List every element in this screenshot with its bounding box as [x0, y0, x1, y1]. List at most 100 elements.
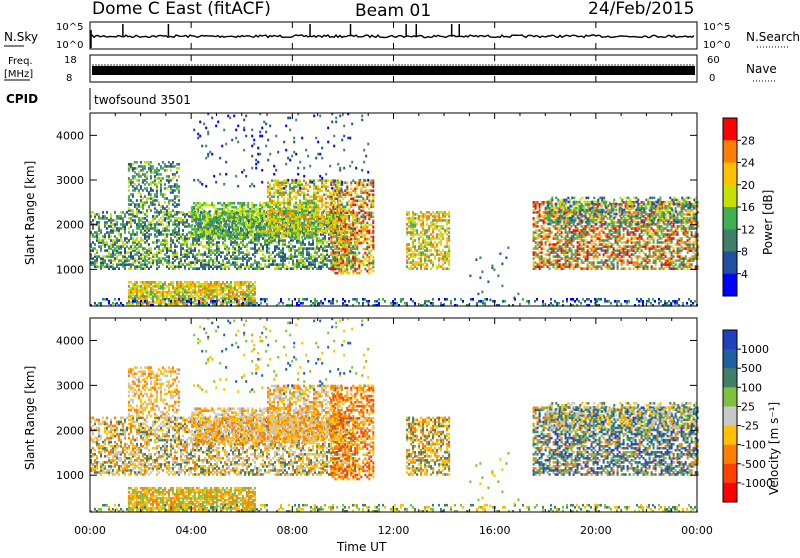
power-cell	[296, 249, 298, 252]
power-cell	[156, 235, 158, 238]
power-cell	[304, 243, 306, 246]
power-cell	[234, 255, 236, 258]
power-cell	[148, 281, 150, 284]
power-cell	[300, 257, 302, 260]
power-cell	[269, 206, 271, 209]
power-cell	[192, 261, 194, 264]
power-cell	[205, 218, 207, 221]
power-cell	[252, 247, 254, 250]
power-cell	[164, 287, 166, 290]
power-cell	[279, 181, 281, 184]
power-cell	[354, 236, 356, 239]
power-cell	[356, 238, 358, 241]
power-cell	[340, 212, 342, 215]
power-cell	[250, 263, 252, 266]
power-cell	[198, 295, 200, 298]
power-cell	[231, 210, 233, 213]
power-cell	[309, 224, 311, 227]
power-cell	[184, 221, 186, 224]
power-cell	[218, 245, 220, 248]
power-cell	[176, 281, 178, 284]
power-cell	[136, 237, 138, 240]
power-cell	[120, 211, 122, 214]
power-cell	[372, 193, 374, 196]
power-cell	[251, 218, 253, 221]
power-cell	[275, 216, 277, 219]
power-cell	[202, 295, 204, 298]
power-cell	[142, 247, 144, 250]
power-cell	[188, 251, 190, 254]
power-cell	[172, 185, 174, 188]
power-cell	[350, 187, 352, 190]
power-cell	[250, 295, 252, 298]
power-cell	[195, 232, 197, 235]
power-cell	[338, 204, 340, 207]
power-cell	[186, 297, 188, 300]
power-cell	[220, 297, 222, 300]
power-cell	[299, 204, 301, 207]
power-cell	[372, 212, 374, 215]
power-cell	[92, 233, 94, 236]
power-cell	[200, 259, 202, 262]
power-cell	[358, 238, 360, 241]
power-cell	[290, 247, 292, 250]
power-cell	[122, 217, 124, 220]
power-cell	[132, 163, 134, 166]
power-cell	[265, 234, 267, 237]
power-cell	[294, 263, 296, 266]
power-cell	[182, 243, 184, 246]
power-cell	[152, 189, 154, 192]
power-cell	[160, 231, 162, 234]
power-cell	[286, 265, 288, 268]
power-cell	[311, 222, 313, 225]
power-cell	[302, 259, 304, 262]
power-cell	[257, 226, 259, 229]
power-cell	[240, 251, 242, 254]
power-cell	[195, 212, 197, 215]
power-cell	[199, 222, 201, 225]
power-cell	[233, 210, 235, 213]
power-cell	[136, 167, 138, 170]
power-cell	[229, 202, 231, 205]
freq-label: Freq.	[8, 56, 33, 67]
power-cell	[334, 220, 336, 223]
power-cell	[366, 260, 368, 263]
power-cell	[232, 241, 234, 244]
power-cell	[142, 257, 144, 260]
power-cell	[122, 261, 124, 264]
power-cell	[230, 255, 232, 258]
power-cell	[238, 295, 240, 298]
power-cell	[106, 249, 108, 252]
power-cell	[124, 237, 126, 240]
power-cell	[287, 202, 289, 205]
power-cell	[317, 200, 319, 203]
power-cell	[330, 179, 332, 182]
power-cell	[255, 208, 257, 211]
power-cell	[146, 171, 148, 174]
power-cell	[191, 206, 193, 209]
power-cell	[334, 206, 336, 209]
power-cell	[360, 260, 362, 263]
power-cell	[138, 301, 140, 304]
power-cell	[301, 191, 303, 194]
power-cell	[350, 266, 352, 269]
power-cell	[150, 161, 152, 164]
power-cell	[267, 232, 269, 235]
power-cell	[350, 214, 352, 217]
power-cell	[311, 195, 313, 198]
power-cell	[358, 195, 360, 198]
power-cell	[372, 216, 374, 219]
cpid-label: CPID	[6, 92, 38, 106]
power-cell	[148, 301, 150, 304]
power-cell	[290, 243, 292, 246]
power-cell	[227, 224, 229, 227]
power-cell	[154, 223, 156, 226]
power-cell	[312, 239, 314, 242]
power-cell	[364, 234, 366, 237]
power-cell	[102, 298, 104, 301]
power-cell	[164, 183, 166, 186]
power-cell	[142, 165, 144, 168]
power-cell	[106, 227, 108, 230]
power-cell	[358, 258, 360, 261]
power-cell	[200, 241, 202, 244]
